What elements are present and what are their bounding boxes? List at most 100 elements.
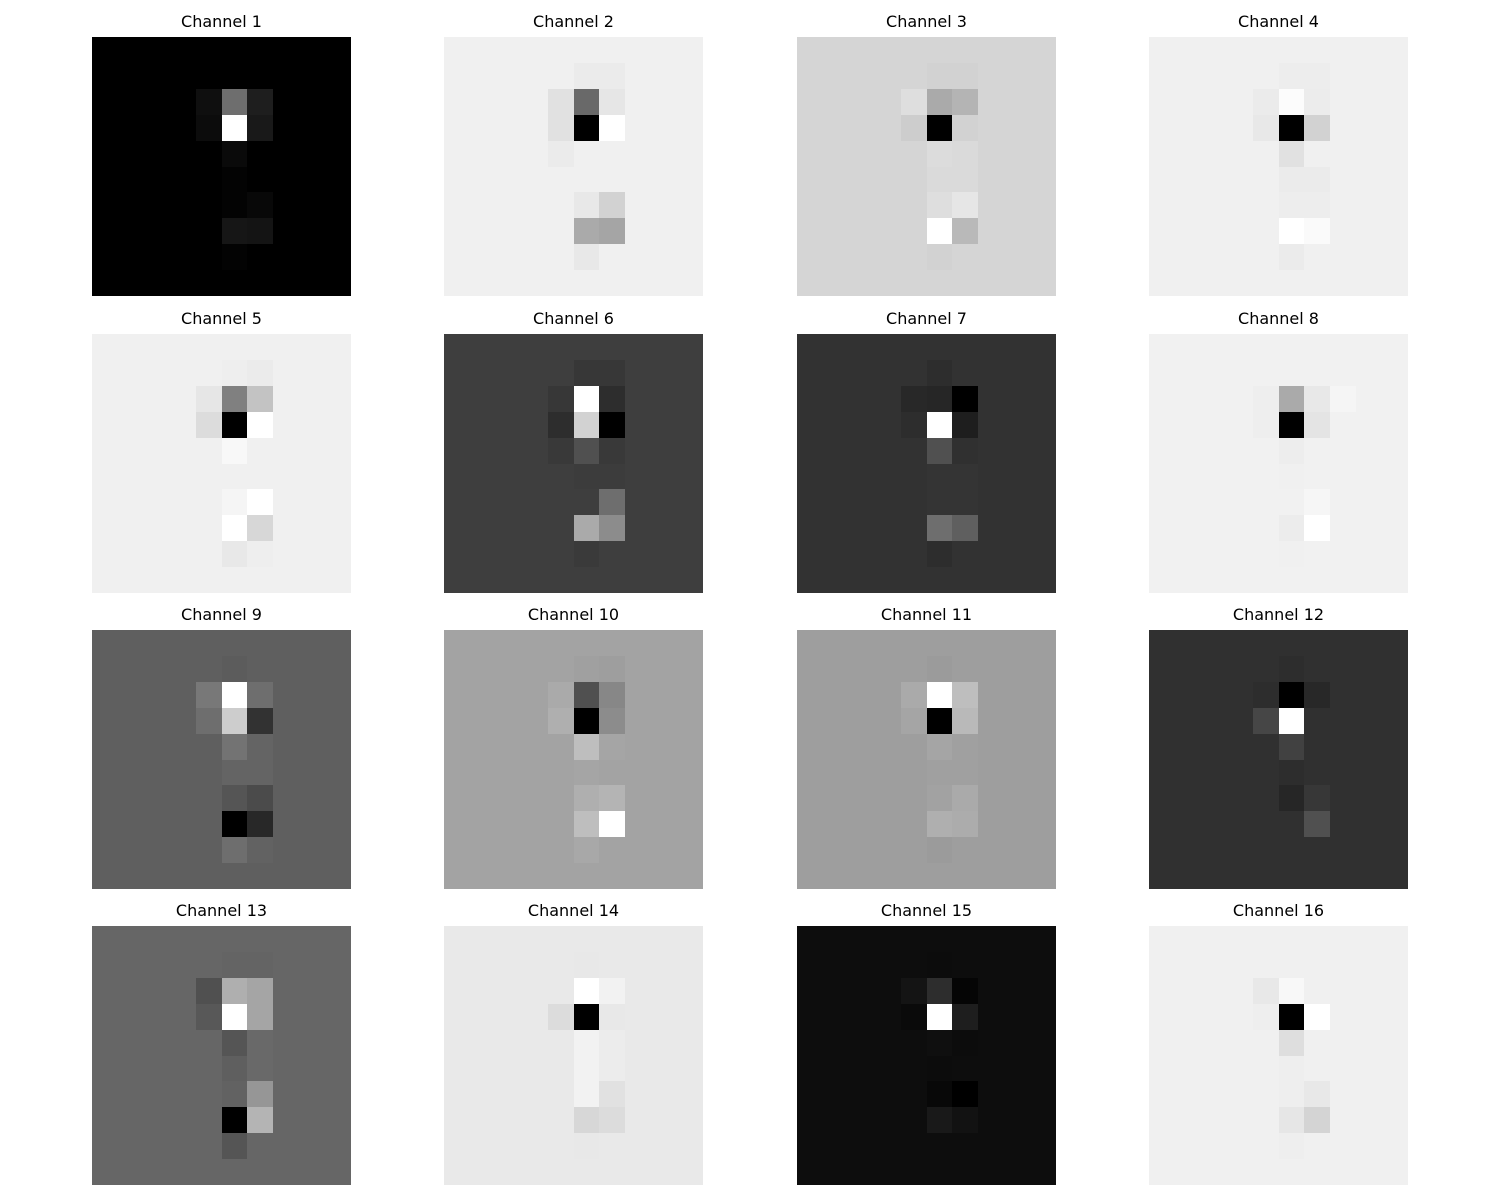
- heatmap-cell: [927, 656, 952, 682]
- heatmap-cell: [952, 412, 978, 438]
- heatmap-cell: [1304, 412, 1330, 438]
- heatmap-cell: [901, 386, 927, 412]
- heatmap-cell: [1253, 386, 1279, 412]
- heatmap-cell: [247, 734, 273, 760]
- heatmap-cell: [247, 1004, 273, 1030]
- heatmap-cell: [952, 978, 978, 1004]
- panel-title: Channel 16: [1232, 901, 1325, 920]
- heatmap-cell: [927, 708, 952, 734]
- heatmap-background: [1149, 630, 1408, 889]
- heatmap-cell: [901, 708, 927, 734]
- heatmap-cell: [927, 115, 952, 141]
- heatmap-cell: [1279, 760, 1304, 785]
- heatmap-cell: [247, 1107, 273, 1133]
- heatmap-image: [797, 926, 1056, 1185]
- heatmap-cell: [574, 811, 599, 837]
- heatmap-cell: [548, 386, 574, 412]
- heatmap-cell: [1279, 167, 1304, 192]
- heatmap-cell: [599, 1081, 625, 1107]
- heatmap-cell: [574, 1056, 599, 1081]
- heatmap-cell: [952, 515, 978, 541]
- panel-title: Channel 6: [533, 309, 614, 328]
- heatmap-cell: [222, 656, 247, 682]
- heatmap-cell: [548, 1004, 574, 1030]
- heatmap-cell: [222, 708, 247, 734]
- heatmap-cell: [574, 244, 599, 270]
- heatmap-cell: [574, 167, 599, 192]
- heatmap-cell: [247, 412, 273, 438]
- heatmap-cell: [952, 489, 978, 515]
- heatmap-cell: [222, 1081, 247, 1107]
- heatmap-cell: [574, 541, 599, 567]
- heatmap-cell: [222, 412, 247, 438]
- heatmap-cell: [1279, 708, 1304, 734]
- heatmap-cell: [574, 837, 599, 863]
- heatmap-image: [1149, 926, 1408, 1185]
- heatmap-cell: [1304, 89, 1330, 115]
- heatmap-cell: [247, 1030, 273, 1056]
- panel-title: Channel 4: [1238, 12, 1319, 31]
- heatmap-cell: [927, 952, 952, 978]
- heatmap-cell: [574, 115, 599, 141]
- heatmap-cell: [927, 760, 952, 785]
- heatmap-image: [1149, 334, 1408, 593]
- heatmap-cell: [599, 811, 625, 837]
- heatmap-cell: [247, 360, 273, 386]
- heatmap-cell: [574, 1133, 599, 1159]
- heatmap-cell: [196, 978, 222, 1004]
- heatmap-cell: [222, 1107, 247, 1133]
- heatmap-cell: [548, 708, 574, 734]
- heatmap-cell: [599, 978, 625, 1004]
- heatmap-cell: [222, 734, 247, 760]
- heatmap-cell: [1279, 89, 1304, 115]
- heatmap-cell: [1279, 785, 1304, 811]
- heatmap-cell: [1304, 1081, 1330, 1107]
- heatmap-cell: [222, 1056, 247, 1081]
- heatmap-cell: [222, 952, 247, 978]
- heatmap-cell: [222, 1004, 247, 1030]
- heatmap-cell: [1279, 1056, 1304, 1081]
- heatmap-cell: [574, 734, 599, 760]
- heatmap-cell: [574, 412, 599, 438]
- heatmap-cell: [222, 682, 247, 708]
- heatmap-cell: [574, 141, 599, 167]
- heatmap-cell: [1304, 785, 1330, 811]
- heatmap-cell: [927, 244, 952, 270]
- heatmap-cell: [247, 89, 273, 115]
- heatmap-cell: [927, 89, 952, 115]
- heatmap-cell: [1279, 464, 1304, 489]
- heatmap-background: [92, 37, 351, 296]
- heatmap-background: [444, 926, 703, 1185]
- heatmap-cell: [1304, 63, 1330, 89]
- heatmap-cell: [1304, 811, 1330, 837]
- heatmap-cell: [222, 1030, 247, 1056]
- heatmap-cell: [1279, 244, 1304, 270]
- heatmap-cell: [927, 1081, 952, 1107]
- heatmap-cell: [952, 386, 978, 412]
- heatmap-cell: [927, 734, 952, 760]
- heatmap-cell: [247, 708, 273, 734]
- heatmap-cell: [927, 63, 952, 89]
- heatmap-cell: [599, 515, 625, 541]
- panel-title: Channel 9: [181, 605, 262, 624]
- heatmap-cell: [599, 412, 625, 438]
- heatmap-cell: [1253, 1004, 1279, 1030]
- heatmap-cell: [599, 141, 625, 167]
- heatmap-cell: [1304, 386, 1330, 412]
- heatmap-cell: [599, 1004, 625, 1030]
- heatmap-cell: [222, 115, 247, 141]
- heatmap-cell: [927, 541, 952, 567]
- heatmap-cell: [222, 141, 247, 167]
- heatmap-cell: [222, 489, 247, 515]
- heatmap-cell: [1304, 489, 1330, 515]
- heatmap-cell: [574, 192, 599, 218]
- heatmap-cell: [196, 708, 222, 734]
- heatmap-cell: [1279, 412, 1304, 438]
- heatmap-cell: [574, 218, 599, 244]
- heatmap-cell: [599, 438, 625, 464]
- heatmap-cell: [574, 515, 599, 541]
- panel-title: Channel 12: [1232, 605, 1325, 624]
- heatmap-cell: [1279, 386, 1304, 412]
- heatmap-cell: [927, 167, 952, 192]
- heatmap-cell: [952, 1107, 978, 1133]
